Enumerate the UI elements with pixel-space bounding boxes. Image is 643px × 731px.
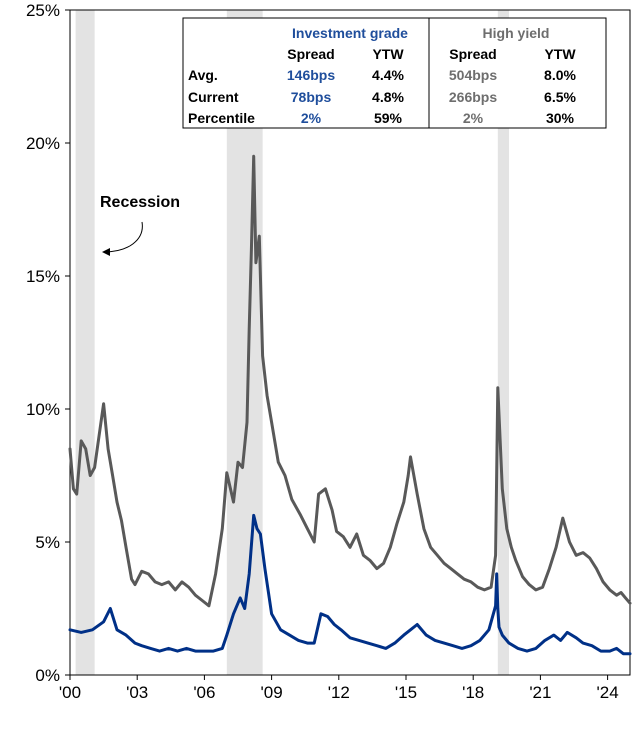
recession-band	[497, 10, 510, 675]
high-yield-series-line	[68, 154, 632, 608]
y-axis: 0% 5% 10% 15% 20% 25%	[26, 1, 70, 685]
x-tick-label: '03	[126, 683, 148, 702]
stats-group-investment-grade: Investment grade	[292, 25, 408, 41]
stats-table: Investment grade High yield Spread YTW S…	[182, 17, 607, 129]
stats-cell: 6.5%	[544, 89, 576, 105]
x-tick-label: '24	[597, 683, 619, 702]
x-tick-label: '09	[261, 683, 283, 702]
y-tick-label: 20%	[26, 134, 60, 153]
stats-col-ig-ytw: YTW	[372, 46, 404, 62]
stats-row-label: Current	[188, 89, 239, 105]
x-tick-label: '00	[59, 683, 81, 702]
stats-cell: 59%	[374, 110, 403, 126]
stats-cell: 504bps	[449, 67, 497, 83]
plot-frame	[69, 9, 631, 676]
x-axis: '00 '03 '06 '09 '12 '15 '18 '21 '24	[59, 675, 619, 702]
stats-col-hy-spread: Spread	[449, 46, 496, 62]
stats-cell: 2%	[463, 110, 484, 126]
stats-col-ig-spread: Spread	[287, 46, 334, 62]
stats-cell: 8.0%	[544, 67, 576, 83]
y-tick-label: 10%	[26, 400, 60, 419]
stats-cell: 266bps	[449, 89, 497, 105]
stats-group-high-yield: High yield	[483, 25, 550, 41]
series-lines	[68, 154, 632, 656]
stats-row-label: Avg.	[188, 67, 218, 83]
stats-row-label: Percentile	[188, 110, 255, 126]
y-tick-label: 5%	[35, 533, 60, 552]
stats-cell: 4.8%	[372, 89, 404, 105]
stats-cell: 2%	[301, 110, 322, 126]
x-tick-label: '12	[328, 683, 350, 702]
stats-cell: 30%	[546, 110, 575, 126]
stats-cell: 146bps	[287, 67, 335, 83]
y-tick-label: 25%	[26, 1, 60, 20]
investment-grade-series-line	[68, 513, 632, 656]
y-tick-label: 15%	[26, 267, 60, 286]
x-tick-label: '15	[395, 683, 417, 702]
recession-arrow	[102, 221, 143, 256]
x-tick-label: '21	[529, 683, 551, 702]
stats-col-hy-ytw: YTW	[544, 46, 576, 62]
x-tick-label: '18	[462, 683, 484, 702]
recession-annotation: Recession	[100, 194, 180, 211]
stats-cell: 4.4%	[372, 67, 404, 83]
recession-band	[75, 10, 95, 675]
x-tick-label: '06	[193, 683, 215, 702]
stats-table-frame	[182, 17, 607, 129]
y-tick-label: 0%	[35, 666, 60, 685]
stats-cell: 78bps	[291, 89, 332, 105]
